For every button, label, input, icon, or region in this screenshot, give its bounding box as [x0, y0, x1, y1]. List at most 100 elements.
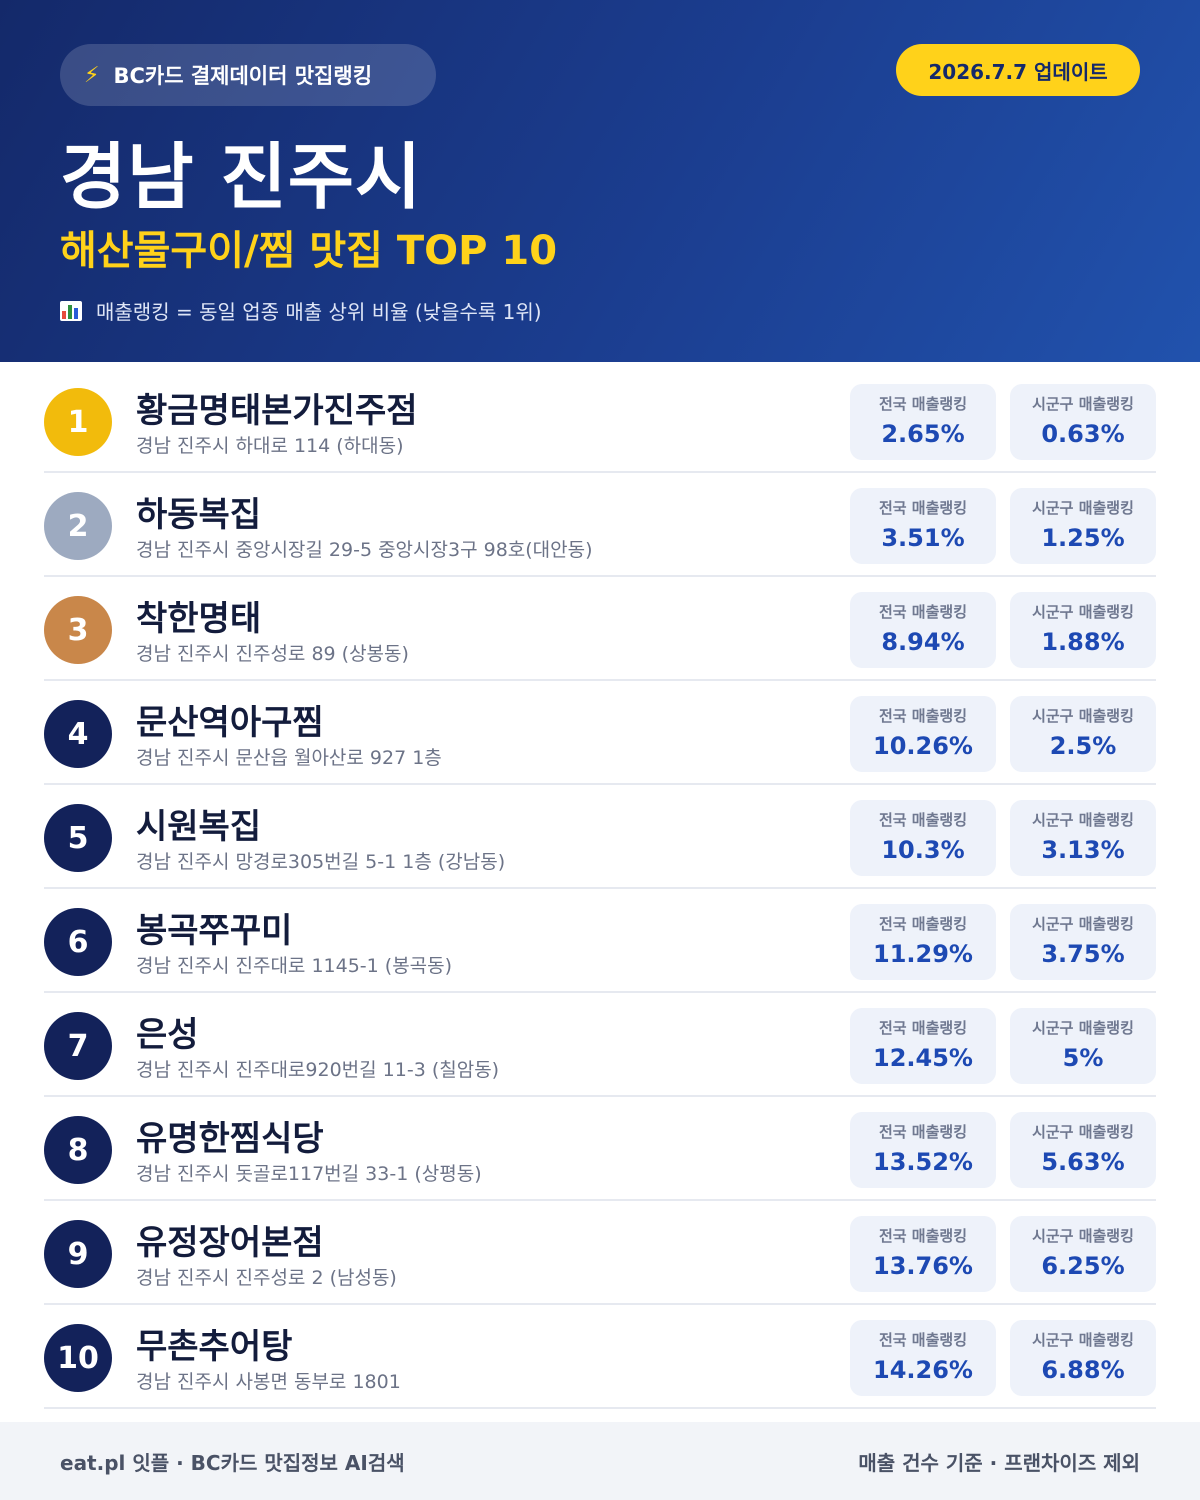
list-item[interactable]: 10 무촌추어탕 경남 진주시 사봉면 동부로 1801 전국 매출랭킹 14.26% 시… [44, 1305, 1156, 1409]
local-ranking-label: 시군구 매출랭킹 [1032, 499, 1134, 517]
restaurant-name[interactable]: 유정장어본점 [136, 1223, 324, 1263]
local-ranking-card: 시군구 매출랭킹 6.88% [1010, 1320, 1156, 1396]
restaurant-name[interactable]: 시원복집 [136, 807, 262, 847]
rank-badge: 3 [44, 596, 112, 664]
local-ranking-card: 시군구 매출랭킹 1.25% [1010, 488, 1156, 564]
local-ranking-card: 시군구 매출랭킹 2.5% [1010, 696, 1156, 772]
rank-badge: 9 [44, 1220, 112, 1288]
ranking-legend: 매출랭킹 = 동일 업종 매출 상위 비율 (낮을수록 1위) [60, 296, 542, 325]
restaurant-name[interactable]: 하동복집 [136, 495, 262, 535]
restaurant-address: 경남 진주시 문산읍 월아산로 927 1층 [136, 747, 442, 769]
list-item[interactable]: 7 은성 경남 진주시 진주대로920번길 11-3 (칠암동) 전국 매출랭킹 12.… [44, 993, 1156, 1097]
local-ranking-value: 3.13% [1041, 836, 1125, 864]
local-ranking-label: 시군구 매출랭킹 [1032, 915, 1134, 933]
page-subtitle: 해산물구이/찜 맛집 TOP 10 [60, 228, 558, 274]
restaurant-name[interactable]: 문산역아구찜 [136, 703, 324, 743]
restaurant-address: 경남 진주시 진주성로 2 (남성동) [136, 1267, 397, 1289]
national-ranking-value: 10.3% [881, 836, 965, 864]
page-title: 경남 진주시 [60, 135, 423, 219]
national-ranking-label: 전국 매출랭킹 [878, 1331, 968, 1349]
rank-badge: 10 [44, 1324, 112, 1392]
restaurant-name[interactable]: 유명한찜식당 [136, 1119, 324, 1159]
national-ranking-value: 10.26% [873, 732, 973, 760]
legend-text: 매출랭킹 = 동일 업종 매출 상위 비율 (낮을수록 1위) [96, 300, 542, 324]
national-ranking-label: 전국 매출랭킹 [878, 499, 968, 517]
restaurant-name[interactable]: 봉곡쭈꾸미 [136, 911, 293, 951]
restaurant-name[interactable]: 무촌추어탕 [136, 1327, 293, 1367]
bar-chart-icon [60, 300, 82, 321]
local-ranking-value: 5% [1062, 1044, 1104, 1072]
rank-badge: 5 [44, 804, 112, 872]
local-ranking-label: 시군구 매출랭킹 [1032, 395, 1134, 413]
source-label: BC카드 결제데이터 맛집랭킹 [113, 64, 373, 88]
rank-badge: 2 [44, 492, 112, 560]
local-ranking-card: 시군구 매출랭킹 6.25% [1010, 1216, 1156, 1292]
local-ranking-card: 시군구 매출랭킹 3.75% [1010, 904, 1156, 980]
national-ranking-label: 전국 매출랭킹 [878, 1123, 968, 1141]
national-ranking-label: 전국 매출랭킹 [878, 1019, 968, 1037]
local-ranking-value: 1.25% [1041, 524, 1125, 552]
national-ranking-label: 전국 매출랭킹 [878, 1227, 968, 1245]
national-ranking-card: 전국 매출랭킹 14.26% [850, 1320, 996, 1396]
restaurant-address: 경남 진주시 돗골로117번길 33-1 (상평동) [136, 1163, 482, 1185]
local-ranking-card: 시군구 매출랭킹 5.63% [1010, 1112, 1156, 1188]
restaurant-name[interactable]: 은성 [136, 1015, 199, 1055]
national-ranking-card: 전국 매출랭킹 10.26% [850, 696, 996, 772]
rank-badge: 1 [44, 388, 112, 456]
list-item[interactable]: 5 시원복집 경남 진주시 망경로305번길 5-1 1층 (강남동) 전국 매출랭킹… [44, 785, 1156, 889]
footer: eat.pl 잇플 · BC카드 맛집정보 AI검색 매출 건수 기준 · 프랜… [0, 1422, 1200, 1500]
local-ranking-label: 시군구 매출랭킹 [1032, 1019, 1134, 1037]
national-ranking-card: 전국 매출랭킹 13.76% [850, 1216, 996, 1292]
restaurant-name[interactable]: 착한명태 [136, 599, 262, 639]
footer-note: 매출 건수 기준 · 프랜차이즈 제외 [858, 1450, 1140, 1475]
rank-badge: 4 [44, 700, 112, 768]
restaurant-address: 경남 진주시 하대로 114 (하대동) [136, 435, 404, 457]
national-ranking-value: 11.29% [873, 940, 973, 968]
local-ranking-value: 3.75% [1041, 940, 1125, 968]
local-ranking-value: 2.5% [1049, 732, 1117, 760]
local-ranking-label: 시군구 매출랭킹 [1032, 707, 1134, 725]
national-ranking-value: 13.76% [873, 1252, 973, 1280]
local-ranking-label: 시군구 매출랭킹 [1032, 811, 1134, 829]
national-ranking-card: 전국 매출랭킹 8.94% [850, 592, 996, 668]
header-banner: ⚡ BC카드 결제데이터 맛집랭킹 2026.7.7 업데이트 경남 진주시 해… [0, 0, 1200, 362]
restaurant-address: 경남 진주시 진주대로 1145-1 (봉곡동) [136, 955, 453, 977]
national-ranking-label: 전국 매출랭킹 [878, 395, 968, 413]
local-ranking-value: 5.63% [1041, 1148, 1125, 1176]
local-ranking-card: 시군구 매출랭킹 3.13% [1010, 800, 1156, 876]
lightning-icon: ⚡ [84, 62, 100, 88]
restaurant-address: 경남 진주시 진주대로920번길 11-3 (칠암동) [136, 1059, 500, 1081]
national-ranking-card: 전국 매출랭킹 10.3% [850, 800, 996, 876]
national-ranking-card: 전국 매출랭킹 3.51% [850, 488, 996, 564]
national-ranking-label: 전국 매출랭킹 [878, 603, 968, 621]
local-ranking-label: 시군구 매출랭킹 [1032, 1331, 1134, 1349]
local-ranking-card: 시군구 매출랭킹 1.88% [1010, 592, 1156, 668]
rank-badge: 8 [44, 1116, 112, 1184]
source-pill: ⚡ BC카드 결제데이터 맛집랭킹 [60, 44, 436, 106]
restaurant-name[interactable]: 황금명태본가진주점 [136, 391, 418, 431]
local-ranking-card: 시군구 매출랭킹 0.63% [1010, 384, 1156, 460]
local-ranking-label: 시군구 매출랭킹 [1032, 603, 1134, 621]
restaurant-address: 경남 진주시 사봉면 동부로 1801 [136, 1371, 401, 1393]
local-ranking-value: 0.63% [1041, 420, 1125, 448]
restaurant-address: 경남 진주시 진주성로 89 (상봉동) [136, 643, 409, 665]
national-ranking-card: 전국 매출랭킹 12.45% [850, 1008, 996, 1084]
footer-brand: eat.pl 잇플 · BC카드 맛집정보 AI검색 [60, 1450, 405, 1475]
update-badge: 2026.7.7 업데이트 [896, 44, 1140, 96]
local-ranking-label: 시군구 매출랭킹 [1032, 1227, 1134, 1245]
restaurant-address: 경남 진주시 중앙시장길 29-5 중앙시장3구 98호(대안동) [136, 539, 593, 561]
rank-badge: 6 [44, 908, 112, 976]
national-ranking-card: 전국 매출랭킹 13.52% [850, 1112, 996, 1188]
national-ranking-value: 8.94% [881, 628, 965, 656]
national-ranking-value: 13.52% [873, 1148, 973, 1176]
national-ranking-value: 2.65% [881, 420, 965, 448]
national-ranking-label: 전국 매출랭킹 [878, 915, 968, 933]
